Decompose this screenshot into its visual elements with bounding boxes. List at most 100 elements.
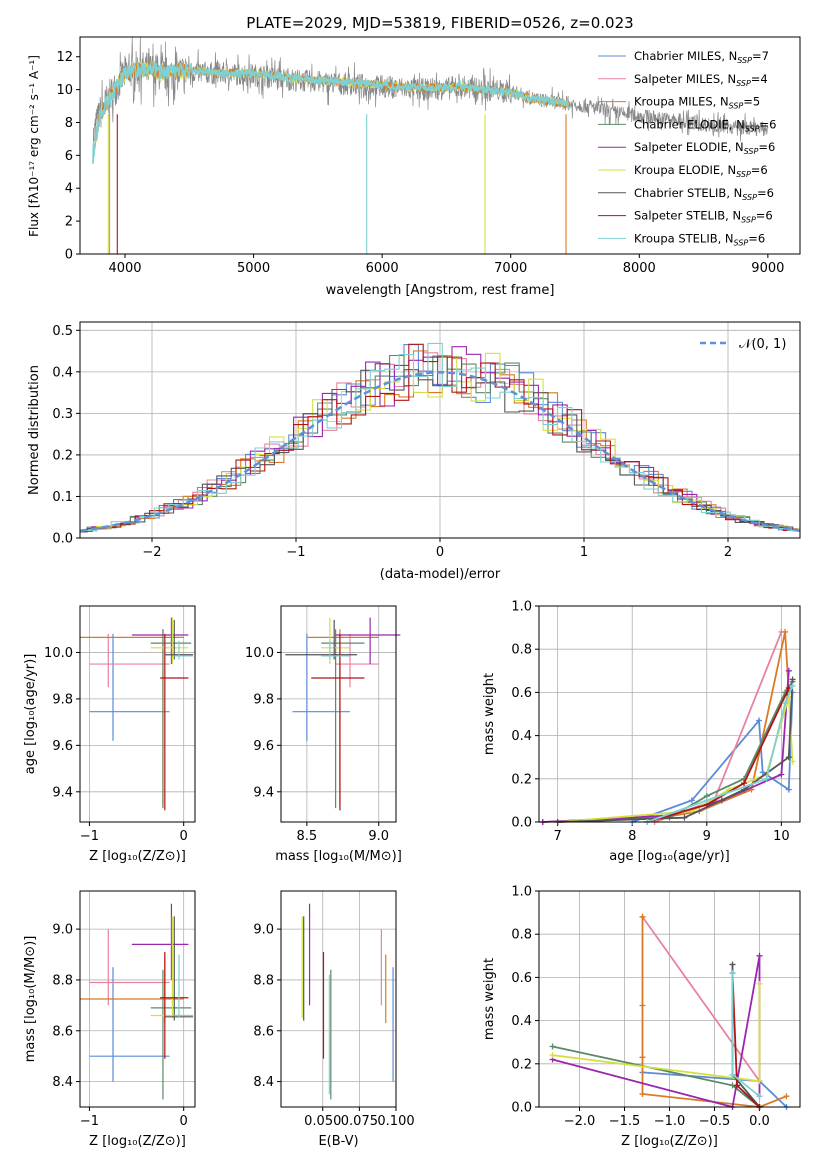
weight-vs-metallicity-panel: −2.0 −1.5 −1.0 −0.5 0.0 0.0 0.2 0.4 0.6 0.8 1.0 Z [… — [482, 885, 801, 1149]
y-tick-label: 8.6 — [52, 1024, 73, 1039]
y-tick-label: 0.3 — [52, 407, 73, 422]
y-tick-label: 9.8 — [253, 692, 274, 707]
series-marker — [734, 1082, 740, 1089]
x-tick-label: 6000 — [366, 261, 399, 276]
residual-ylabel: Normed distribution — [27, 365, 42, 495]
series-marker — [639, 913, 646, 920]
series-line — [641, 916, 761, 1082]
legend-label: Chabrier MILES, NSSP=7 — [634, 49, 769, 65]
residual-normal-curve — [79, 371, 801, 532]
y-axis-label: mass [log₁₀(M/M⊙)] — [23, 936, 38, 1063]
series-marker — [639, 1091, 646, 1098]
y-tick-label: 0 — [65, 248, 73, 263]
series-marker — [756, 1093, 763, 1100]
x-tick-label: −1.5 — [609, 1114, 641, 1129]
x-tick-label: −2 — [142, 545, 161, 560]
x-tick-label: −1 — [80, 829, 99, 844]
series-marker — [756, 952, 763, 959]
x-tick-label: −1 — [286, 545, 305, 560]
x-tick-label: 2 — [724, 545, 732, 560]
normal-curve — [79, 371, 801, 532]
series-line — [552, 983, 761, 1083]
y-tick-label: 9.0 — [52, 923, 73, 938]
x-tick-label: 9 — [703, 829, 711, 844]
y-tick-label: 0.6 — [511, 971, 532, 986]
series-marker — [785, 786, 792, 793]
legend-label: Kroupa STELIB, NSSP=6 — [634, 231, 765, 247]
legend-label: Salpeter MILES, NSSP=4 — [634, 72, 768, 88]
series-marker — [549, 1043, 556, 1050]
panel-frame — [280, 890, 397, 1108]
series-marker — [729, 1071, 736, 1078]
y-tick-label: 8.6 — [253, 1024, 274, 1039]
y-tick-label: 6 — [65, 149, 73, 164]
spectrum-ylabel: Flux [fλ10⁻¹⁷ erg cm⁻² s⁻¹ A⁻¹] — [27, 55, 41, 237]
x-tick-label: 0.0 — [749, 1114, 770, 1129]
y-tick-label: 0.4 — [511, 1014, 532, 1029]
legend-label: Kroupa ELODIE, NSSP=6 — [634, 163, 768, 179]
histogram-step — [82, 342, 800, 532]
y-tick-label: 9.4 — [52, 785, 73, 800]
residual-xlabel: (data-model)/error — [380, 567, 501, 582]
mass-vs-extinction-panel: 0.050 0.075 0.100 8.4 8.6 8.8 9.0 E(B-V) — [253, 890, 415, 1149]
panel-frame — [538, 605, 801, 823]
y-tick-label: 0.2 — [52, 448, 73, 463]
spectrum-title: PLATE=2029, MJD=53819, FIBERID=0526, z=0… — [246, 14, 633, 32]
y-tick-label: 0.2 — [511, 1057, 532, 1072]
panel-frame — [79, 890, 196, 1108]
y-tick-label: 0.2 — [511, 772, 532, 787]
y-tick-label: 0.6 — [511, 686, 532, 701]
residual-legend: 𝒩(0, 1) — [700, 337, 786, 352]
legend-label: Chabrier STELIB, NSSP=6 — [634, 186, 774, 202]
y-tick-label: 1.0 — [511, 885, 532, 900]
y-tick-label: 9.6 — [52, 739, 73, 754]
x-tick-label: −1 — [80, 1114, 99, 1129]
panel-frame — [280, 605, 397, 823]
x-tick-label: 4000 — [108, 261, 141, 276]
y-tick-label: 9.4 — [253, 785, 274, 800]
y-tick-label: 10.0 — [245, 646, 274, 661]
x-axis-label: mass [log₁₀(M/M⊙)] — [275, 849, 402, 864]
spectrum-panel: PLATE=2029, MJD=53819, FIBERID=0526, z=0… — [27, 14, 801, 298]
legend-label: Kroupa MILES, NSSP=5 — [634, 95, 760, 111]
spectrum-observed — [92, 36, 769, 158]
series-marker — [755, 717, 762, 724]
x-tick-label: 8.5 — [297, 829, 318, 844]
x-tick-label: −2.0 — [564, 1114, 596, 1129]
y-axis-label: mass weight — [482, 673, 497, 755]
series-line — [654, 631, 783, 823]
legend-label: Chabrier ELODIE, NSSP=6 — [634, 117, 776, 133]
series-marker — [778, 771, 785, 778]
x-tick-label: 0 — [180, 829, 188, 844]
x-tick-label: 0.100 — [377, 1114, 414, 1129]
x-tick-label: 5000 — [237, 261, 270, 276]
histogram-step — [80, 356, 800, 533]
series-marker — [703, 797, 710, 804]
y-tick-label: 8.8 — [52, 973, 73, 988]
y-tick-label: 9.6 — [253, 739, 274, 754]
y-tick-label: 8 — [65, 116, 73, 131]
series-marker — [688, 797, 695, 804]
mass-vs-metallicity-panel: −1 0 8.4 8.6 8.8 9.0 Z [log₁₀(Z/Z⊙)] mass [log₁… — [23, 890, 196, 1149]
y-tick-label: 0.0 — [52, 532, 73, 547]
series-marker — [756, 980, 763, 987]
x-tick-label: 8000 — [623, 261, 656, 276]
y-tick-label: 8.8 — [253, 973, 274, 988]
x-tick-label: 9.0 — [368, 829, 389, 844]
series-marker — [759, 769, 766, 776]
age-vs-mass-panel: 8.5 9.0 9.4 9.6 9.8 10.0 mass [log₁₀(M/M⊙)] — [245, 605, 402, 864]
model-spectrum-line — [92, 61, 570, 164]
residual-histograms — [80, 342, 800, 533]
series-marker — [729, 961, 736, 968]
y-tick-label: 0.4 — [52, 365, 73, 380]
x-tick-label: 9000 — [751, 261, 784, 276]
histogram-step — [80, 343, 800, 532]
y-tick-label: 8.4 — [52, 1075, 73, 1090]
y-tick-label: 10 — [56, 83, 73, 98]
spectrum-models — [92, 61, 570, 254]
y-axis-label: age [log₁₀(age/yr)] — [23, 654, 38, 775]
series-marker — [783, 1093, 790, 1100]
y-tick-label: 10.0 — [44, 646, 73, 661]
spectrum-xlabel: wavelength [Angstrom, rest frame] — [326, 283, 555, 298]
series-marker — [785, 754, 792, 761]
